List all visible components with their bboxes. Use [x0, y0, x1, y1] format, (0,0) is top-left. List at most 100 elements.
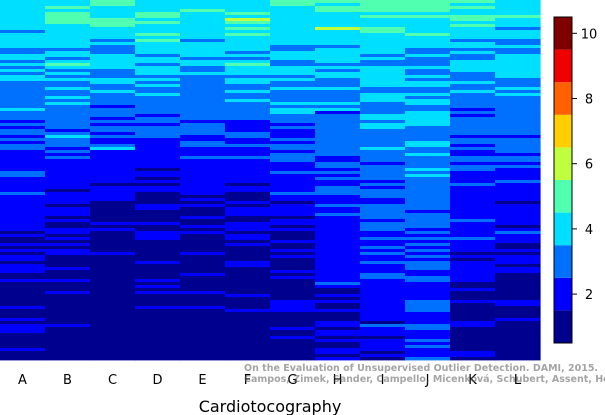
heatmap-cell	[270, 9, 316, 13]
heatmap-cell	[0, 3, 46, 7]
heatmap-cell	[405, 132, 451, 136]
heatmap-cell	[225, 345, 271, 349]
heatmap-cell	[495, 345, 541, 349]
heatmap-cell	[135, 351, 181, 355]
heatmap-cell	[360, 90, 406, 94]
heatmap-cell	[135, 156, 181, 160]
heatmap-cell	[225, 21, 271, 25]
heatmap-cell	[315, 111, 361, 115]
heatmap-cell	[315, 84, 361, 88]
heatmap-cell	[405, 249, 451, 253]
heatmap-cell	[315, 75, 361, 79]
heatmap-cell	[360, 33, 406, 37]
heatmap-cell	[360, 348, 406, 352]
heatmap-cell	[90, 195, 136, 199]
heatmap-cell	[360, 114, 406, 118]
heatmap-cell	[180, 39, 226, 43]
heatmap-cell	[45, 102, 91, 106]
heatmap-cell	[225, 45, 271, 49]
heatmap-cell	[270, 189, 316, 193]
heatmap-cell	[360, 42, 406, 46]
heatmap-cell	[450, 327, 496, 331]
heatmap-cell	[90, 306, 136, 310]
x-tick-labels: A B C D E F G H I J K L	[18, 373, 522, 388]
heatmap-cell	[180, 339, 226, 343]
heatmap-cell	[225, 168, 271, 172]
heatmap-cell	[225, 27, 271, 31]
heatmap-cell	[90, 318, 136, 322]
heatmap-cell	[495, 309, 541, 313]
heatmap-cell	[360, 330, 406, 334]
heatmap-cell	[180, 93, 226, 97]
heatmap-cell	[225, 81, 271, 85]
heatmap-cell	[495, 303, 541, 307]
heatmap-cell	[495, 93, 541, 97]
heatmap-cell	[45, 288, 91, 292]
heatmap-cell	[360, 54, 406, 58]
heatmap-cell	[180, 27, 226, 31]
heatmap-cell	[315, 159, 361, 163]
heatmap-cell	[495, 252, 541, 256]
heatmap-cell	[315, 240, 361, 244]
heatmap-cell	[90, 225, 136, 229]
heatmap-cell	[450, 270, 496, 274]
heatmap-cell	[360, 39, 406, 43]
heatmap-cell	[90, 297, 136, 301]
heatmap-cell	[360, 321, 406, 325]
heatmap-cell	[0, 33, 46, 37]
heatmap-cell	[450, 117, 496, 121]
heatmap-cell	[90, 144, 136, 148]
heatmap-cell	[225, 315, 271, 319]
heatmap-cell	[225, 297, 271, 301]
heatmap-cell	[135, 93, 181, 97]
heatmap-cell	[90, 210, 136, 214]
heatmap-cell	[90, 336, 136, 340]
heatmap-cell	[0, 342, 46, 346]
heatmap-cell	[0, 84, 46, 88]
heatmap-cell	[90, 234, 136, 238]
heatmap-cell	[270, 108, 316, 112]
heatmap-cell	[405, 306, 451, 310]
heatmap-cell	[225, 237, 271, 241]
heatmap-cell	[405, 267, 451, 271]
heatmap-cell	[360, 162, 406, 166]
heatmap-cell	[90, 330, 136, 334]
heatmap-cell	[315, 273, 361, 277]
heatmap-cell	[315, 330, 361, 334]
heatmap-cell	[405, 99, 451, 103]
heatmap-cell	[180, 213, 226, 217]
heatmap-cell	[315, 288, 361, 292]
heatmap-cell	[225, 294, 271, 298]
heatmap-cell	[90, 282, 136, 286]
heatmap-cell	[315, 93, 361, 97]
heatmap-cell	[45, 105, 91, 109]
heatmap-cell	[225, 111, 271, 115]
heatmap-cell	[405, 96, 451, 100]
heatmap-cell	[405, 330, 451, 334]
heatmap-cell	[135, 333, 181, 337]
heatmap-cell	[360, 207, 406, 211]
heatmap-cell	[450, 39, 496, 43]
heatmap-cell	[495, 330, 541, 334]
heatmap-cell	[0, 45, 46, 49]
heatmap-cell	[270, 147, 316, 151]
heatmap-cell	[135, 138, 181, 142]
heatmap-cell	[0, 144, 46, 148]
heatmap-cell	[270, 243, 316, 247]
heatmap-cell	[0, 42, 46, 46]
heatmap-cell	[225, 174, 271, 178]
heatmap-cell	[90, 231, 136, 235]
heatmap-cell	[450, 204, 496, 208]
heatmap-cell	[405, 90, 451, 94]
heatmap-cell	[45, 249, 91, 253]
heatmap-cell	[270, 348, 316, 352]
heatmap-cell	[45, 33, 91, 37]
heatmap-cell	[315, 78, 361, 82]
colorbar-band	[554, 82, 572, 115]
heatmap-cell	[405, 81, 451, 85]
heatmap-cell	[360, 153, 406, 157]
heatmap-cell	[405, 153, 451, 157]
heatmap-cell	[0, 189, 46, 193]
heatmap-cell	[450, 108, 496, 112]
heatmap-cell	[225, 132, 271, 136]
